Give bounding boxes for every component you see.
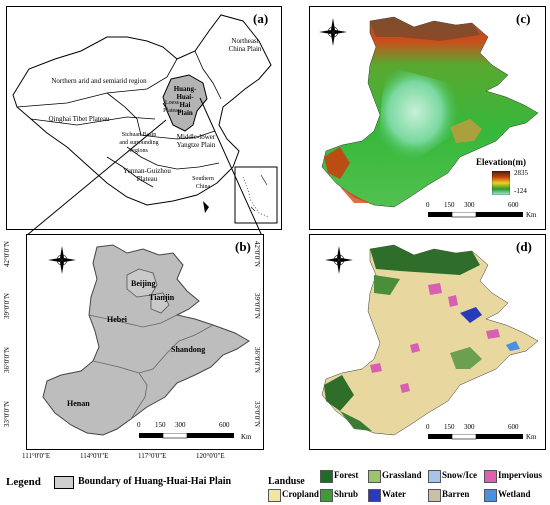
- elevation-map: [321, 16, 539, 208]
- region-hhh: Huang-Huai-Hai Plain: [173, 85, 197, 117]
- scale-unit: Km: [241, 433, 252, 441]
- scale-d-600: 600: [508, 423, 519, 431]
- region-yunnan: Yunnan-Guizhou Plateau: [123, 167, 171, 183]
- compass-rose-b: [48, 246, 76, 274]
- lat-tick-33-right: 33°0'0"N: [252, 401, 261, 427]
- region-northeast: Northeast China Plain: [228, 37, 262, 53]
- scale-c-0: 0: [426, 201, 430, 209]
- panel-a-china-map: (a) Northeast China Plain Northern arid …: [6, 6, 282, 230]
- province-hebei: Hebei: [107, 315, 127, 324]
- scale-label-150: 150: [155, 421, 166, 429]
- scale-c-600: 600: [508, 201, 519, 209]
- lat-tick-42-left: 42°0'0"N: [2, 241, 11, 267]
- beijing-boundary: [126, 268, 158, 298]
- hhh-boundary: [42, 244, 250, 436]
- lat-tick-39-right: 39°0'0"N: [252, 293, 261, 319]
- label-impervious: Impervious: [498, 470, 543, 480]
- scale-c-150: 150: [444, 201, 455, 209]
- label-water: Water: [382, 489, 406, 499]
- scale-d-150: 150: [444, 423, 455, 431]
- lon-tick-120: 120°0'0"E: [196, 452, 225, 460]
- elevation-max: 2835: [514, 169, 528, 177]
- label-wetland: Wetland: [498, 489, 531, 499]
- region-northern: Northern arid and semiarid region: [51, 77, 147, 85]
- landuse-title: Landuse: [268, 476, 305, 487]
- label-snow-ice: Snow/Ice: [442, 470, 478, 480]
- scale-d-0: 0: [426, 423, 430, 431]
- lon-tick-114: 114°0'0"E: [80, 452, 109, 460]
- swatch-impervious: [484, 470, 497, 483]
- legend-boundary-label: Boundary of Huang-Huai-Hai Plain: [78, 476, 232, 487]
- lat-tick-39-left: 39°0'0"N: [2, 293, 11, 319]
- panel-b-label: (b): [235, 239, 251, 254]
- region-southern: Southern China: [192, 176, 214, 190]
- scale-bar-b: [139, 433, 234, 439]
- lat-tick-42-right: 42°0'0"N: [252, 241, 261, 267]
- label-forest: Forest: [334, 470, 359, 480]
- scale-bar-c: [428, 212, 523, 218]
- landuse-region: [321, 244, 539, 436]
- region-qinghai: Qinghai Tibet Plateau: [48, 115, 110, 123]
- swatch-snow-ice: [428, 470, 441, 483]
- label-grassland: Grassland: [382, 470, 422, 480]
- panel-b-province-map: (b) Beijing Tianjin Hebei Shandong Henan…: [26, 234, 264, 450]
- swatch-cropland: [268, 489, 281, 502]
- swatch-grassland: [368, 470, 381, 483]
- province-shandong: Shandong: [171, 345, 206, 354]
- region-sichuan: Sichuan Basin and surrounding regions: [119, 132, 159, 154]
- swatch-shrub: [320, 489, 333, 502]
- panel-d-label: (d): [516, 239, 532, 254]
- swatch-forest: [320, 470, 333, 483]
- label-barren: Barren: [442, 489, 470, 499]
- south-china-sea-inset: [234, 166, 278, 224]
- scale-d-300: 300: [464, 423, 475, 431]
- compass-rose-d: [325, 246, 353, 274]
- scale-label-0: 0: [137, 421, 141, 429]
- compass-rose-c: [319, 18, 347, 46]
- lat-tick-36-left: 36°0'0"N: [2, 347, 11, 373]
- swatch-water: [368, 489, 381, 502]
- region-loess: Loess Plateau: [163, 100, 181, 114]
- label-cropland: Cropland: [282, 489, 319, 499]
- lon-tick-111: 111°0'0"E: [22, 452, 51, 460]
- boundary-swatch: [54, 476, 74, 489]
- elevation-color-ramp: [492, 171, 510, 195]
- panel-d-landuse-map: (d) 0 150 300 600 Km: [309, 234, 546, 450]
- region-middle-lower: Middle-lower Yangtze Plain: [176, 133, 216, 149]
- landuse-map: [321, 244, 539, 436]
- scale-d-unit: Km: [526, 433, 537, 441]
- label-shrub: Shrub: [334, 489, 359, 499]
- legend-title: Legend: [6, 476, 41, 488]
- swatch-wetland: [484, 489, 497, 502]
- scale-c-unit: Km: [526, 211, 537, 219]
- elevation-legend-title: Elevation(m): [476, 157, 526, 167]
- elevation-min: -124: [514, 187, 527, 195]
- province-tianjin: Tianjin: [149, 293, 175, 302]
- panel-a-label: (a): [253, 11, 269, 26]
- hhh-province-map: [42, 244, 250, 436]
- scale-bar-d: [428, 434, 523, 440]
- lat-tick-33-left: 33°0'0"N: [2, 401, 11, 427]
- province-henan: Henan: [67, 399, 90, 408]
- lon-tick-117: 117°0'0"E: [138, 452, 167, 460]
- panel-c-label: (c): [516, 11, 531, 26]
- scale-c-300: 300: [464, 201, 475, 209]
- scale-label-300: 300: [175, 421, 186, 429]
- hhh-plain-highlight: [162, 74, 208, 132]
- tianjin-boundary: [150, 292, 170, 314]
- panel-c-elevation-map: (c) Elevation(m) 2835 -124 0 150 300 600…: [309, 6, 546, 230]
- swatch-barren: [428, 489, 441, 502]
- province-beijing: Beijing: [131, 279, 156, 288]
- scale-label-600: 600: [219, 421, 230, 429]
- lat-tick-36-right: 36°0'0"N: [252, 347, 261, 373]
